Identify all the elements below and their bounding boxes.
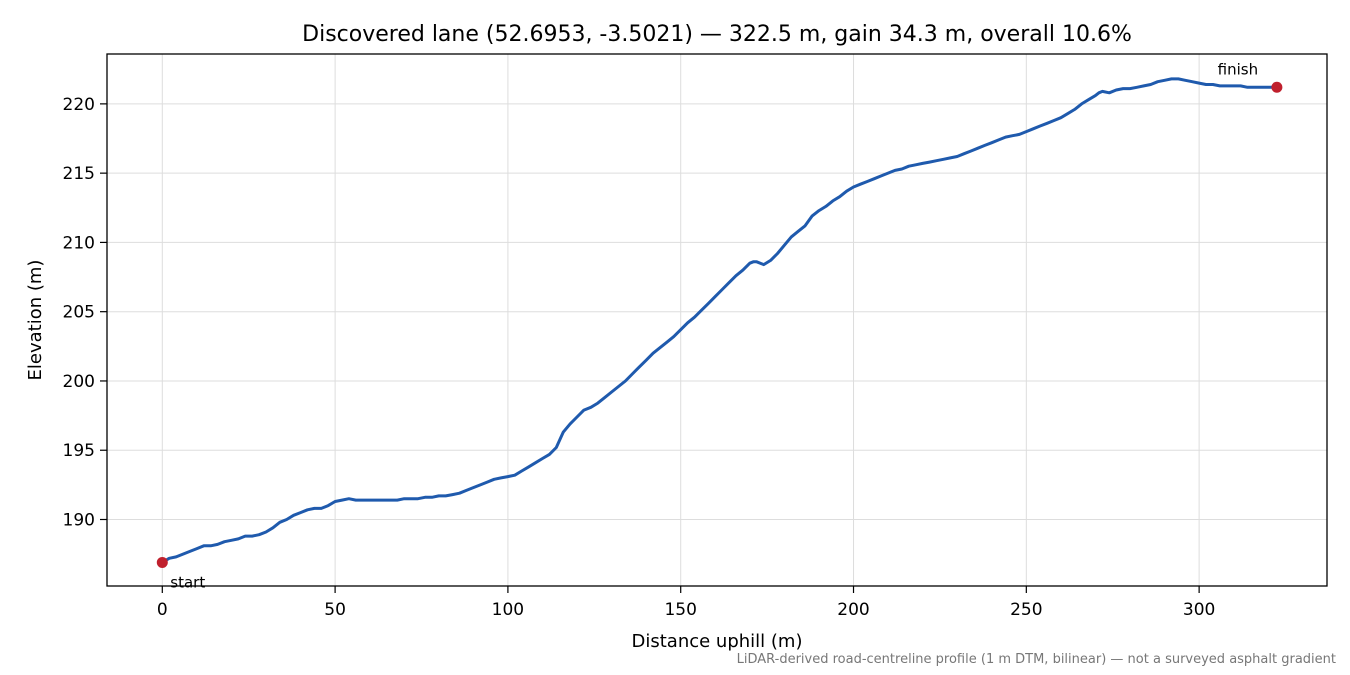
start-label: start bbox=[170, 573, 205, 591]
y-tick-label: 210 bbox=[63, 233, 95, 253]
x-tick-label: 300 bbox=[1183, 600, 1215, 620]
x-tick-label: 200 bbox=[837, 600, 869, 620]
y-axis-ticks: 190 195 200 205 210 215 220 bbox=[63, 95, 107, 531]
y-tick-label: 205 bbox=[63, 303, 95, 323]
x-axis-ticks: 0 50 100 150 200 250 300 bbox=[157, 586, 1215, 620]
chart-title: Discovered lane (52.6953, -3.5021) — 322… bbox=[302, 22, 1132, 47]
x-tick-label: 150 bbox=[664, 600, 696, 620]
data-source-note: LiDAR-derived road-centreline profile (1… bbox=[736, 652, 1336, 667]
plot-frame bbox=[106, 53, 1328, 587]
y-tick-label: 220 bbox=[63, 95, 95, 115]
endpoint-markers: start finish bbox=[156, 60, 1283, 591]
finish-label: finish bbox=[1218, 60, 1258, 78]
x-tick-label: 0 bbox=[157, 600, 168, 620]
x-tick-label: 100 bbox=[492, 600, 524, 620]
y-tick-label: 215 bbox=[63, 164, 95, 184]
y-tick-label: 190 bbox=[63, 511, 95, 531]
y-tick-label: 195 bbox=[63, 441, 95, 461]
start-marker bbox=[156, 556, 168, 568]
elevation-profile-line bbox=[160, 77, 1279, 564]
y-tick-label: 200 bbox=[63, 372, 95, 392]
x-tick-label: 50 bbox=[324, 600, 346, 620]
x-axis-label: Distance uphill (m) bbox=[632, 631, 803, 652]
grid-lines bbox=[107, 54, 1327, 586]
finish-marker bbox=[1271, 81, 1283, 93]
x-tick-label: 250 bbox=[1010, 600, 1042, 620]
y-axis-label: Elevation (m) bbox=[25, 260, 46, 381]
